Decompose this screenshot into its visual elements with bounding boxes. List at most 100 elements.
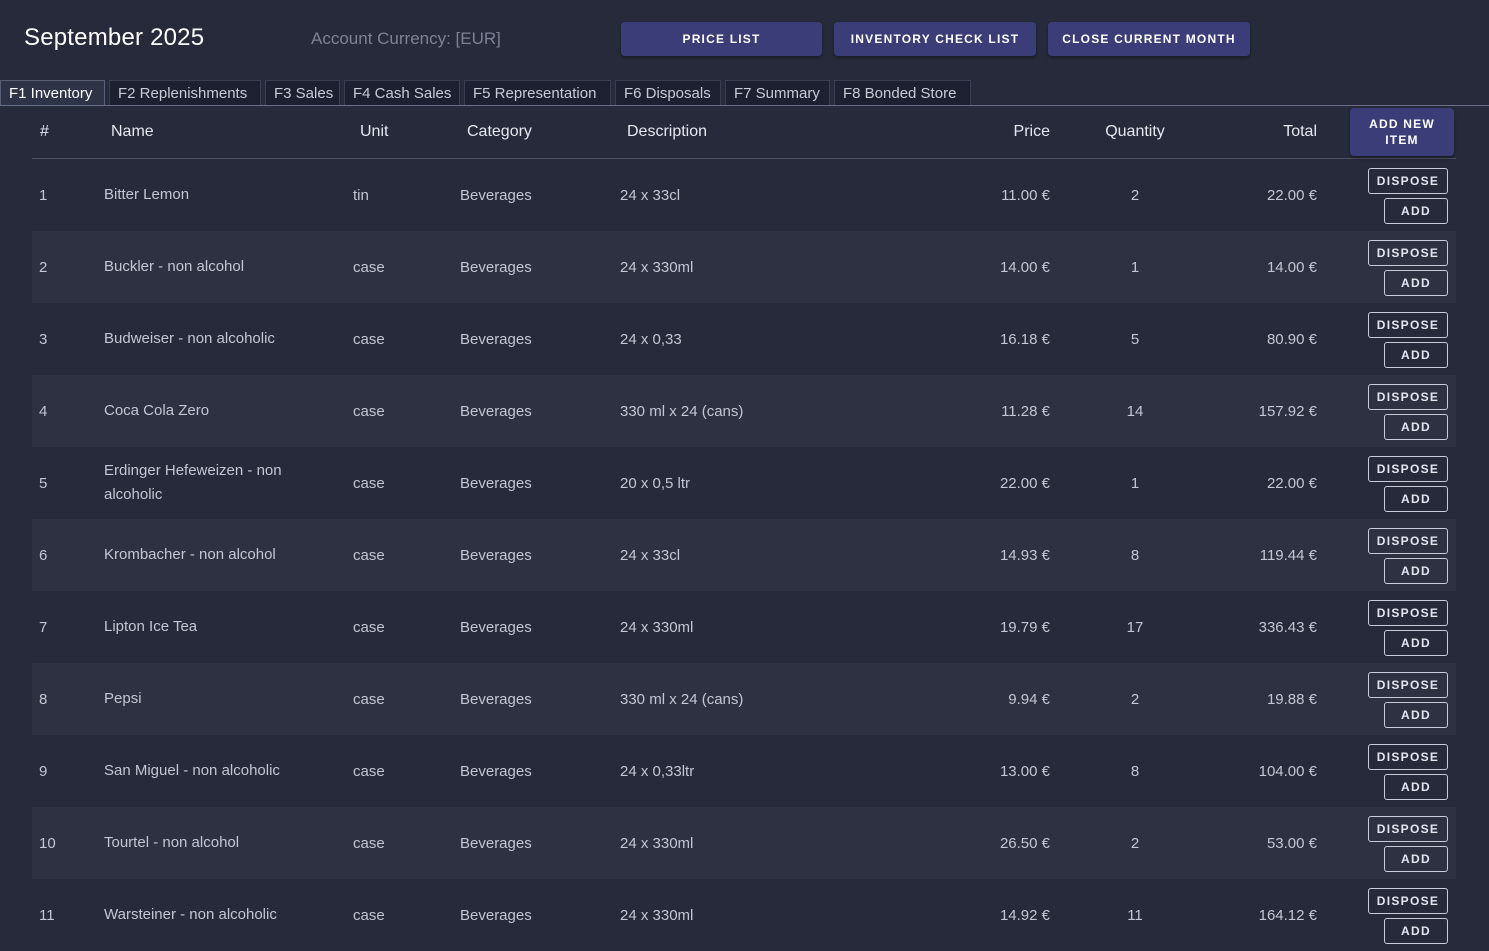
- item-description: 24 x 330ml: [620, 618, 694, 636]
- dispose-button[interactable]: DISPOSE: [1368, 672, 1448, 698]
- item-price: 11.00 €: [1001, 186, 1050, 204]
- tab-disposals[interactable]: F6 Disposals: [615, 80, 721, 105]
- add-button[interactable]: ADD: [1384, 918, 1448, 944]
- table-row: 10 Tourtel - non alcohol case Beverages 24 x…: [32, 807, 1456, 879]
- column-header-category: Category: [467, 123, 532, 140]
- item-description: 330 ml x 24 (cans): [620, 402, 744, 420]
- item-price: 14.93 €: [999, 546, 1050, 564]
- item-total: 104.00 €: [1258, 762, 1317, 780]
- tab-inventory[interactable]: F1 Inventory: [0, 80, 105, 105]
- item-name: Budweiser - non alcoholic: [104, 330, 275, 347]
- item-total: 53.00 €: [1266, 834, 1317, 852]
- item-name: Coca Cola Zero: [104, 402, 210, 419]
- item-total: 119.44 €: [1259, 546, 1317, 564]
- item-total: 14.00 €: [1266, 258, 1317, 276]
- item-description: 24 x 33cl: [620, 186, 681, 204]
- dispose-button[interactable]: DISPOSE: [1368, 456, 1448, 482]
- item-name: Tourtel - non alcohol: [104, 834, 240, 851]
- dispose-button[interactable]: DISPOSE: [1368, 888, 1448, 914]
- close-current-month-button[interactable]: CLOSE CURRENT MONTH: [1048, 22, 1250, 56]
- item-name: Krombacher - non alcohol: [104, 546, 276, 563]
- dispose-button[interactable]: DISPOSE: [1368, 744, 1448, 770]
- table-row: 7 Lipton Ice Tea case Beverages 24 x 330ml 19…: [32, 591, 1456, 663]
- table-row: 11 Warsteiner - non alcoholic case Beverage…: [32, 879, 1456, 951]
- item-category: Beverages: [460, 834, 532, 852]
- dispose-button[interactable]: DISPOSE: [1368, 384, 1448, 410]
- item-price: 26.50 €: [999, 834, 1050, 852]
- item-quantity: 2: [1130, 690, 1140, 708]
- row-number: 3: [39, 330, 48, 348]
- item-description: 24 x 330ml: [620, 258, 694, 276]
- tab-bonded-store[interactable]: F8 Bonded Store: [834, 80, 971, 105]
- inventory-check-list-button[interactable]: INVENTORY CHECK LIST: [834, 22, 1036, 56]
- item-total: 336.43 €: [1258, 618, 1317, 636]
- column-header-name: Name: [111, 123, 154, 140]
- item-quantity: 8: [1130, 762, 1140, 780]
- item-name: Pepsi: [104, 690, 142, 707]
- add-button[interactable]: ADD: [1384, 630, 1448, 656]
- add-button[interactable]: ADD: [1384, 198, 1448, 224]
- add-button[interactable]: ADD: [1384, 774, 1448, 800]
- item-quantity: 14: [1126, 402, 1144, 420]
- dispose-button[interactable]: DISPOSE: [1368, 240, 1448, 266]
- table-row: 8 Pepsi case Beverages 330 ml x 24 (cans) 9.9…: [32, 663, 1456, 735]
- item-quantity: 11: [1127, 906, 1143, 924]
- item-price: 11.28 €: [1001, 402, 1050, 420]
- item-category: Beverages: [460, 762, 532, 780]
- dispose-button[interactable]: DISPOSE: [1368, 600, 1448, 626]
- item-name: Lipton Ice Tea: [104, 618, 198, 635]
- dispose-button[interactable]: DISPOSE: [1368, 528, 1448, 554]
- add-button[interactable]: ADD: [1384, 486, 1448, 512]
- item-category: Beverages: [460, 186, 532, 204]
- tab-representation[interactable]: F5 Representation: [464, 80, 611, 105]
- item-unit: case: [353, 330, 385, 348]
- item-category: Beverages: [460, 546, 532, 564]
- add-button[interactable]: ADD: [1384, 558, 1448, 584]
- tab-cash-sales[interactable]: F4 Cash Sales: [344, 80, 460, 105]
- tab-replenishments[interactable]: F2 Replenishments: [109, 80, 261, 105]
- item-price: 16.18 €: [999, 330, 1050, 348]
- item-unit: case: [353, 690, 385, 708]
- item-quantity: 5: [1130, 330, 1140, 348]
- column-header-description: Description: [627, 123, 708, 140]
- item-category: Beverages: [460, 906, 532, 924]
- row-number: 8: [39, 690, 48, 708]
- row-number: 9: [39, 762, 48, 780]
- item-unit: case: [353, 834, 385, 852]
- tab-sales[interactable]: F3 Sales: [265, 80, 340, 105]
- item-unit: case: [353, 258, 385, 276]
- item-price: 19.79 €: [999, 618, 1050, 636]
- item-name: Buckler - non alcohol: [104, 258, 245, 275]
- item-name: Erdinger Hefeweizen - non alcoholic: [104, 462, 282, 503]
- add-button[interactable]: ADD: [1384, 702, 1448, 728]
- add-button[interactable]: ADD: [1384, 414, 1448, 440]
- item-quantity: 1: [1130, 258, 1140, 276]
- item-category: Beverages: [460, 618, 532, 636]
- item-price: 14.00 €: [999, 258, 1050, 276]
- add-button[interactable]: ADD: [1384, 270, 1448, 296]
- table-row: 5 Erdinger Hefeweizen - non alcoholic case…: [32, 447, 1456, 519]
- item-description: 20 x 0,5 ltr: [620, 474, 691, 492]
- item-unit: case: [353, 906, 385, 924]
- row-number: 5: [39, 474, 48, 492]
- add-button[interactable]: ADD: [1384, 846, 1448, 872]
- item-name: Bitter Lemon: [104, 186, 190, 203]
- row-number: 1: [39, 186, 48, 204]
- table-row: 1 Bitter Lemon tin Beverages 24 x 33cl 11.00 …: [32, 159, 1456, 231]
- tab-bar: F1 Inventory F2 Replenishments F3 Sales …: [0, 80, 1489, 105]
- item-total: 19.88 €: [1266, 690, 1317, 708]
- item-price: 13.00 €: [999, 762, 1050, 780]
- dispose-button[interactable]: DISPOSE: [1368, 312, 1448, 338]
- item-category: Beverages: [460, 402, 532, 420]
- dispose-button[interactable]: DISPOSE: [1368, 168, 1448, 194]
- item-unit: tin: [353, 186, 369, 204]
- price-list-button[interactable]: PRICE LIST: [621, 22, 822, 56]
- item-category: Beverages: [460, 258, 532, 276]
- dispose-button[interactable]: DISPOSE: [1368, 816, 1448, 842]
- add-button[interactable]: ADD: [1384, 342, 1448, 368]
- table-body: 1 Bitter Lemon tin Beverages 24 x 33cl 11.00 …: [32, 159, 1456, 951]
- add-new-item-button[interactable]: ADD NEW ITEM: [1350, 108, 1454, 156]
- item-unit: case: [353, 546, 385, 564]
- table-row: 4 Coca Cola Zero case Beverages 330 ml x 24 …: [32, 375, 1456, 447]
- tab-summary[interactable]: F7 Summary: [725, 80, 830, 105]
